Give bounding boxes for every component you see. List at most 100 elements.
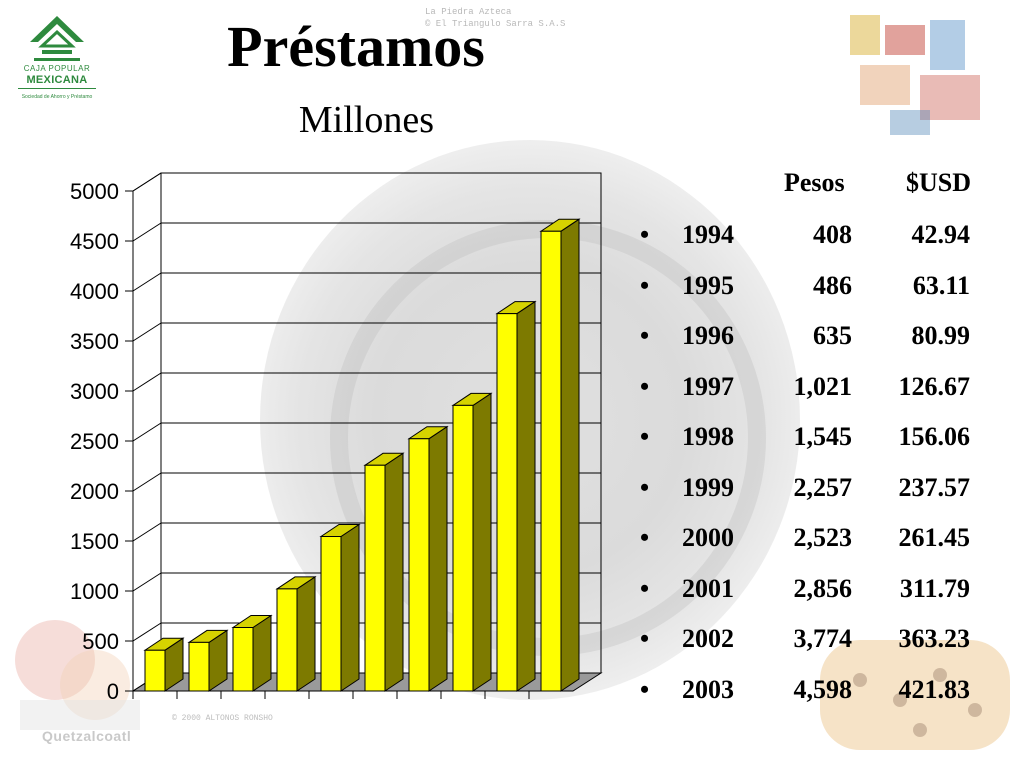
table-row: • 2002 3,774 363.23 (640, 624, 1000, 664)
row-pesos: 2,523 (793, 523, 853, 552)
y-tick-label: 2500 (70, 429, 119, 454)
bar-1998 (319, 523, 361, 692)
row-year: 1995 (682, 270, 734, 300)
row-usd: 42.94 (911, 220, 971, 249)
y-tick-label: 3500 (70, 329, 119, 354)
bar-2001 (451, 392, 493, 692)
bar-side (560, 218, 580, 692)
y-tick-label: 4500 (70, 229, 119, 254)
row-year: 2003 (682, 674, 734, 704)
bar-front (320, 536, 342, 692)
row-bullet: • (640, 624, 650, 653)
row-pesos: 2,856 (793, 573, 853, 603)
row-year: 1999 (682, 472, 734, 502)
row-pesos: 1,021 (793, 371, 853, 401)
y-tick-label: 2000 (70, 479, 119, 504)
row-pesos: 2,257 (793, 472, 853, 502)
bar-2003 (539, 218, 581, 692)
aztec-figure-decoration (850, 15, 980, 135)
bar-2000 (407, 425, 449, 692)
row-pesos: 1,545 (793, 422, 853, 451)
y-tick-label: 5000 (70, 179, 119, 204)
y-tick-label: 1000 (70, 579, 119, 604)
table-header-usd: $USD (906, 168, 972, 197)
table-header-pesos: Pesos (784, 168, 845, 197)
gridline-side (132, 372, 162, 392)
table-row: • 1998 1,545 156.06 (640, 422, 1000, 462)
logo-divider (18, 88, 96, 89)
y-tick-label: 3000 (70, 379, 119, 404)
bar-front (496, 313, 518, 692)
row-usd: 421.83 (898, 674, 971, 704)
row-pesos: 3,774 (793, 624, 853, 653)
bar-side (340, 523, 360, 692)
gridline-side (132, 522, 162, 542)
row-usd: 237.57 (898, 472, 971, 502)
row-bullet: • (640, 220, 650, 249)
row-bullet: • (640, 270, 650, 300)
loans-bar-chart: 0 500 1000 1500 2000 2500 3000 3500 4000 4500 5000 (70, 172, 603, 704)
bar-front (276, 588, 298, 692)
row-year: 1996 (682, 321, 734, 350)
table-row: • 2003 4,598 421.83 (640, 675, 1000, 715)
bar-front (540, 230, 562, 692)
row-usd: 126.67 (898, 371, 971, 401)
row-bullet: • (640, 472, 650, 502)
logo-line3: Sociedad de Ahorro y Préstamo (21, 94, 93, 100)
page-title: Préstamos (227, 14, 485, 79)
row-pesos: 635 (813, 321, 852, 350)
table-row: • 1997 1,021 126.67 (640, 372, 1000, 412)
row-usd: 80.99 (911, 321, 971, 350)
row-bullet: • (640, 321, 650, 350)
bar-side (516, 300, 536, 692)
gridline-side (132, 172, 162, 192)
row-usd: 63.11 (912, 270, 970, 300)
caja-popular-mexicana-logo: CAJA POPULAR MEXICANA Sociedad de Ahorro… (14, 14, 104, 109)
bar-side (296, 575, 316, 692)
table-row: • 1999 2,257 237.57 (640, 473, 1000, 513)
row-year: 1997 (682, 371, 734, 401)
row-usd: 261.45 (898, 523, 971, 552)
row-usd: 156.06 (898, 422, 971, 451)
quetzalcoatl-caption: Quetzalcoatl (42, 728, 132, 744)
row-pesos: 486 (813, 270, 852, 300)
row-year: 2001 (682, 573, 734, 603)
bar-1994 (143, 637, 185, 692)
gridline-side (132, 272, 162, 292)
table-row: • 1994 408 42.94 (640, 220, 1000, 260)
bar-side (384, 452, 404, 692)
quetzalcoatl-decoration (15, 620, 140, 730)
row-year: 1998 (682, 422, 734, 451)
row-bullet: • (640, 573, 650, 603)
gridline-side (132, 222, 162, 242)
bar-1997 (275, 575, 317, 692)
bar-front (452, 404, 474, 692)
copyright-watermark: © 2000 ALTONOS RONSHO (172, 714, 273, 723)
page-subtitle: Millones (298, 99, 434, 141)
bar-front (232, 627, 254, 692)
gridline-side (132, 322, 162, 342)
bar-front (144, 649, 166, 692)
y-tick-label: 500 (82, 629, 119, 654)
logo-line2: MEXICANA (26, 74, 88, 86)
table-row: • 1996 635 80.99 (640, 321, 1000, 361)
row-bullet: • (640, 422, 650, 451)
row-year: 2002 (682, 624, 734, 653)
row-bullet: • (640, 523, 650, 552)
bar-front (364, 464, 386, 692)
gridline-side (132, 422, 162, 442)
gridline-side (132, 472, 162, 492)
y-tick-label: 4000 (70, 279, 119, 304)
row-usd: 311.79 (899, 573, 970, 603)
row-year: 2000 (682, 523, 734, 552)
y-tick-label: 1500 (70, 529, 119, 554)
logo-mark-icon (30, 16, 84, 61)
table-row: • 2001 2,856 311.79 (640, 574, 1000, 614)
bar-side (252, 614, 272, 692)
bar-front (408, 438, 430, 692)
jaguar-decoration (820, 640, 1010, 750)
row-pesos: 408 (813, 220, 852, 249)
logo-line1: CAJA POPULAR (23, 64, 91, 73)
table-row: • 1995 486 63.11 (640, 271, 1000, 311)
bar-side (472, 392, 492, 692)
